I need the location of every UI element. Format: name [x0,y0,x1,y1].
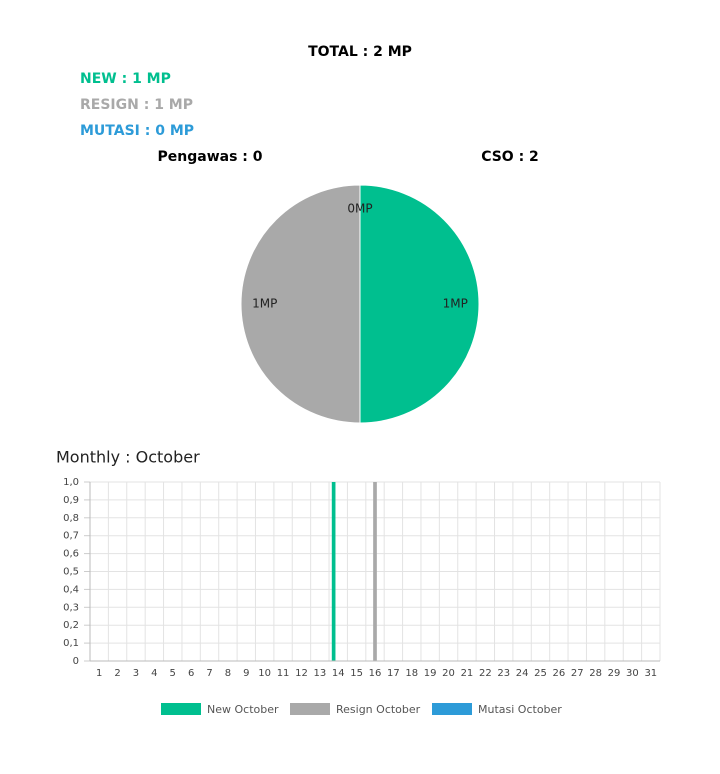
y-tick-label: 0,8 [63,513,79,524]
x-tick-label: 31 [644,668,657,679]
x-tick-label: 29 [608,668,621,679]
x-tick-label: 13 [313,668,326,679]
x-tick-label: 7 [206,668,212,679]
mutasi-count: MUTASI : 0 MP [80,123,194,139]
x-tick-label: 23 [497,668,510,679]
x-tick-label: 2 [114,668,120,679]
x-tick-label: 20 [442,668,455,679]
x-tick-label: 30 [626,668,639,679]
monthly-title: Monthly : October [56,448,200,467]
y-tick-label: 0,5 [63,567,79,578]
x-tick-label: 26 [553,668,566,679]
x-tick-label: 3 [133,668,139,679]
slice-label: 1MP [252,297,277,311]
slice-label: 0MP [347,201,372,215]
y-tick-label: 1,0 [63,477,79,488]
bar [331,482,336,661]
pengawas: Pengawas : 0 [158,149,263,165]
pie-slice [240,184,361,424]
legend-swatch [432,703,472,715]
x-tick-label: 27 [571,668,584,679]
resign-count: RESIGN : 1 MP [80,97,193,113]
y-tick-label: 0,7 [63,531,79,542]
x-tick-label: 28 [589,668,602,679]
legend-label: New October [207,703,279,716]
x-tick-label: 8 [225,668,231,679]
y-tick-label: 0,4 [63,584,79,595]
x-tick-label: 25 [534,668,547,679]
x-tick-label: 24 [516,668,529,679]
x-tick-label: 16 [369,668,382,679]
y-tick-label: 0,6 [63,549,79,560]
legend-label: Mutasi October [478,703,562,716]
new-count: NEW : 1 MP [80,71,171,87]
x-tick-label: 6 [188,668,194,679]
x-tick-label: 22 [479,668,492,679]
x-tick-label: 21 [461,668,474,679]
x-tick-label: 4 [151,668,157,679]
total: TOTAL : 2 MP [308,44,412,60]
x-tick-label: 14 [332,668,345,679]
legend-label: Resign October [336,703,421,716]
legend-swatch [290,703,330,715]
y-tick-label: 0,2 [63,620,79,631]
x-tick-label: 18 [405,668,418,679]
x-tick-label: 5 [170,668,176,679]
x-tick-label: 17 [387,668,400,679]
x-tick-label: 12 [295,668,308,679]
legend-swatch [161,703,201,715]
slice-label: 1MP [443,297,468,311]
x-tick-label: 15 [350,668,363,679]
y-tick-label: 0 [73,656,79,667]
y-tick-label: 0,3 [63,602,79,613]
y-tick-label: 0,1 [63,638,79,649]
cso: CSO : 2 [481,149,539,165]
y-tick-label: 0,9 [63,495,79,506]
x-tick-label: 9 [243,668,249,679]
x-tick-label: 11 [277,668,290,679]
pie-slice [359,184,480,424]
x-tick-label: 1 [96,668,102,679]
x-tick-label: 19 [424,668,437,679]
bar [373,482,377,661]
x-tick-label: 10 [258,668,271,679]
